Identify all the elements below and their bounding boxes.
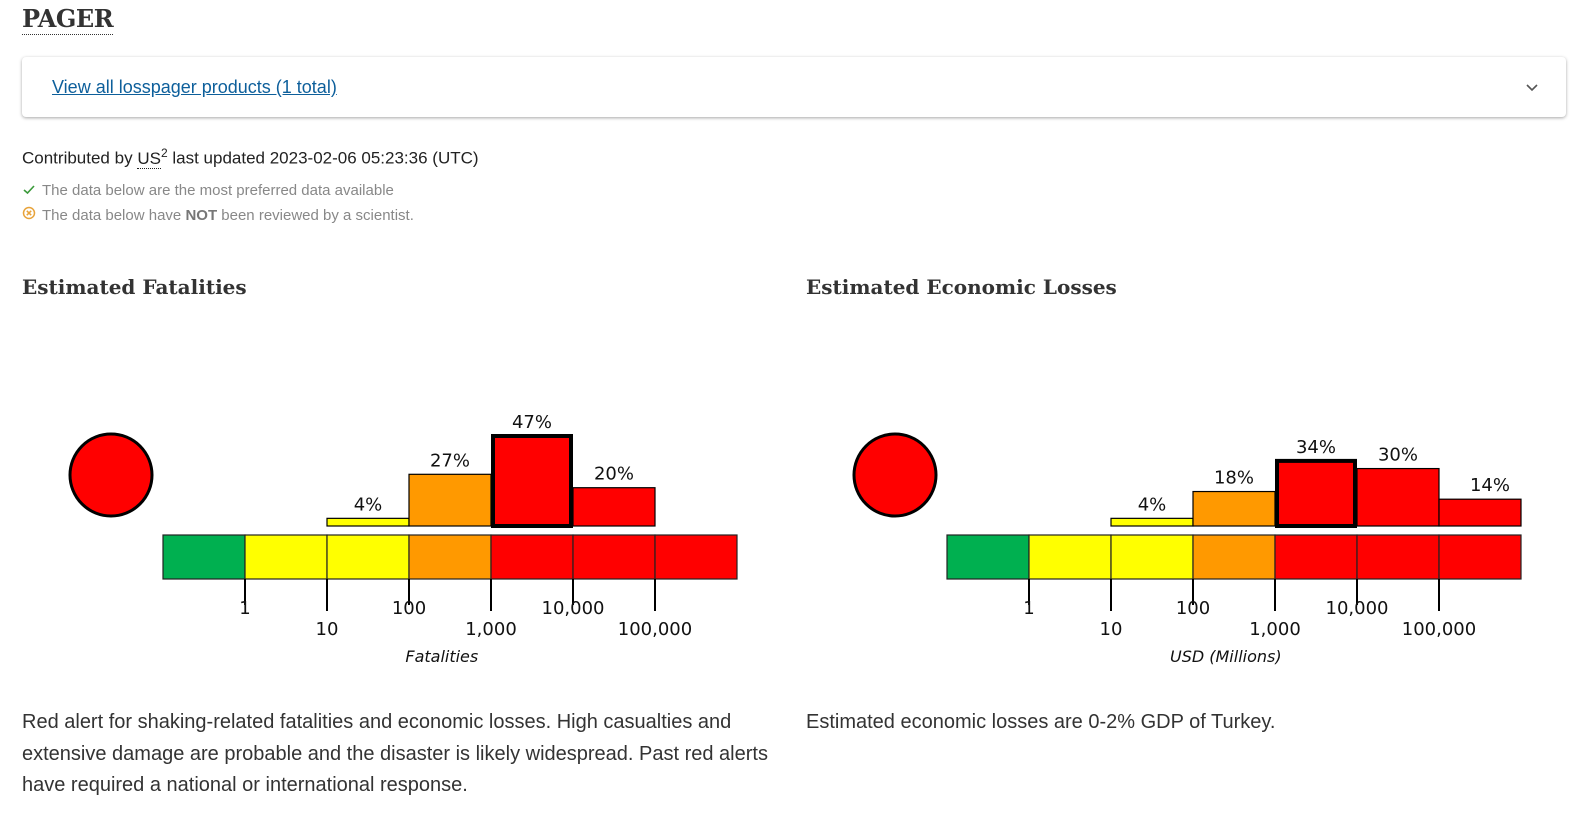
bar-value-label: 4% (1138, 494, 1167, 515)
x-axis-label: USD (Millions) (1170, 647, 1282, 666)
scale-segment (654, 534, 738, 580)
scale-segment (1192, 534, 1276, 580)
tick-label: 10 (316, 619, 339, 640)
histogram-bar (1275, 458, 1357, 528)
scale-segment (1028, 534, 1112, 580)
preferred-note: The data below are the most preferred da… (22, 182, 394, 199)
tick-label: 1 (239, 598, 250, 619)
bar-value-label: 27% (430, 450, 470, 471)
scale-segment (162, 534, 246, 580)
bar-value-label: 47% (512, 412, 552, 433)
scale-segment (326, 534, 410, 580)
histogram-bar (1356, 467, 1440, 527)
losses-heading: Estimated Economic Losses (806, 275, 1117, 299)
tick-label: 100,000 (1402, 619, 1476, 640)
histogram-bar (408, 473, 492, 527)
tick-label: 100 (392, 598, 426, 619)
tick-label: 1,000 (465, 619, 517, 640)
scale-segment (244, 534, 328, 580)
bar-value-label: 30% (1378, 445, 1418, 466)
scale-segment (946, 534, 1030, 580)
contributed-label: Contributed by (22, 148, 133, 168)
histogram-bar (1110, 517, 1194, 527)
alert-level-circle (852, 432, 938, 518)
fatalities-description: Red alert for shaking-related fatalities… (22, 711, 768, 796)
tick-label: 100,000 (618, 619, 692, 640)
check-icon (23, 185, 35, 195)
scale-segment (490, 534, 574, 580)
x-axis-label: Fatalities (405, 647, 478, 666)
bar-value-label: 4% (354, 494, 383, 515)
warning-circle-x-icon (22, 206, 36, 220)
histogram-bar (1192, 490, 1276, 527)
histogram-bar (491, 434, 573, 528)
losses-chart: 1 10 100 1,000 10,000 100,000 4% 18% 34% 30% 14% US… (852, 432, 1522, 666)
tick-label: 100 (1176, 598, 1210, 619)
review-note-bold: NOT (185, 207, 218, 224)
histogram-bar (572, 487, 656, 527)
products-accordion[interactable]: View all losspager products (1 total) (22, 57, 1566, 117)
last-updated: last updated 2023-02-06 05:23:36 (UTC) (172, 148, 479, 168)
histogram-bar (326, 517, 410, 527)
histogram-bar (1438, 498, 1522, 527)
page-title: PAGER (22, 4, 114, 35)
preferred-note-text: The data below are the most preferred da… (42, 182, 394, 199)
bar-value-label: 18% (1214, 468, 1254, 489)
fatalities-chart: 1 10 100 1,000 10,000 100,000 4% 27% 47% 20% Fatal… (68, 412, 738, 666)
review-note-suffix: been reviewed by a scientist. (221, 207, 414, 224)
tick-label: 10,000 (542, 598, 605, 619)
losses-description: Estimated economic losses are 0-2% GDP o… (806, 711, 1276, 733)
scale-segment (1110, 534, 1194, 580)
view-all-products-link[interactable]: View all losspager products (1 total) (52, 77, 337, 97)
tick-label: 1,000 (1249, 619, 1301, 640)
tick-label: 10 (1100, 619, 1123, 640)
contributor-line: Contributed by US2 last updated 2023-02-… (22, 146, 479, 169)
scale-segment (408, 534, 492, 580)
review-note: The data below have NOT been reviewed by… (22, 206, 414, 224)
review-note-prefix: The data below have (42, 207, 182, 224)
tick-label: 10,000 (1326, 598, 1389, 619)
chevron-down-icon[interactable] (1524, 79, 1540, 95)
bar-value-label: 20% (594, 464, 634, 485)
contributor-abbr[interactable]: US (137, 148, 161, 169)
scale-segment (1274, 534, 1358, 580)
bar-value-label: 14% (1470, 475, 1510, 496)
fatalities-heading: Estimated Fatalities (22, 275, 247, 299)
contributor-sup: 2 (160, 146, 168, 160)
scale-segment (572, 534, 656, 580)
tick-label: 1 (1023, 598, 1034, 619)
scale-segment (1438, 534, 1522, 580)
bar-value-label: 34% (1296, 437, 1336, 458)
scale-segment (1356, 534, 1440, 580)
alert-level-circle (68, 432, 154, 518)
